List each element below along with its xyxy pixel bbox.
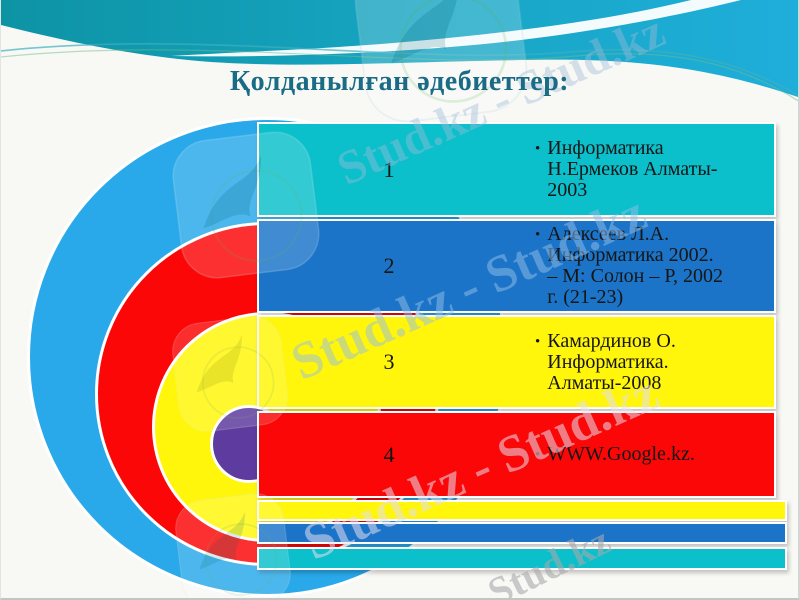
- list-item: 1 • Информатика Н.Ермеков Алматы- 2003: [257, 122, 776, 217]
- list-item: 3 • Камардинов О. Информатика. Алматы-20…: [257, 315, 776, 409]
- bullet-marker: •: [535, 446, 541, 463]
- bottom-strip-teal: [257, 547, 787, 570]
- list-item: 4 • WWW.Google.kz.: [257, 411, 776, 498]
- bottom-strip-blue: [257, 522, 787, 544]
- bottom-strip-yellow: [257, 500, 787, 521]
- list-item: 2 • Алексеев Л.А. Информатика 2002. – М:…: [257, 219, 776, 313]
- item-text: Алексеев Л.А. Информатика 2002. – М: Сол…: [547, 223, 723, 308]
- bullet-marker: •: [535, 141, 541, 157]
- item-text: Камардинов О. Информатика. Алматы-2008: [547, 329, 676, 394]
- bullet-marker: •: [535, 333, 541, 350]
- item-number: 2: [383, 253, 395, 278]
- item-text: WWW.Google.kz.: [547, 442, 695, 465]
- item-text: Информатика Н.Ермеков Алматы- 2003: [547, 137, 718, 201]
- item-number: 3: [383, 349, 395, 374]
- bullet-marker: •: [535, 227, 541, 243]
- slide-title: Қолданылған әдебиеттер:: [229, 66, 570, 97]
- item-number: 1: [383, 156, 395, 182]
- item-number: 4: [383, 441, 395, 467]
- header-wave-decoration: [1, 0, 798, 102]
